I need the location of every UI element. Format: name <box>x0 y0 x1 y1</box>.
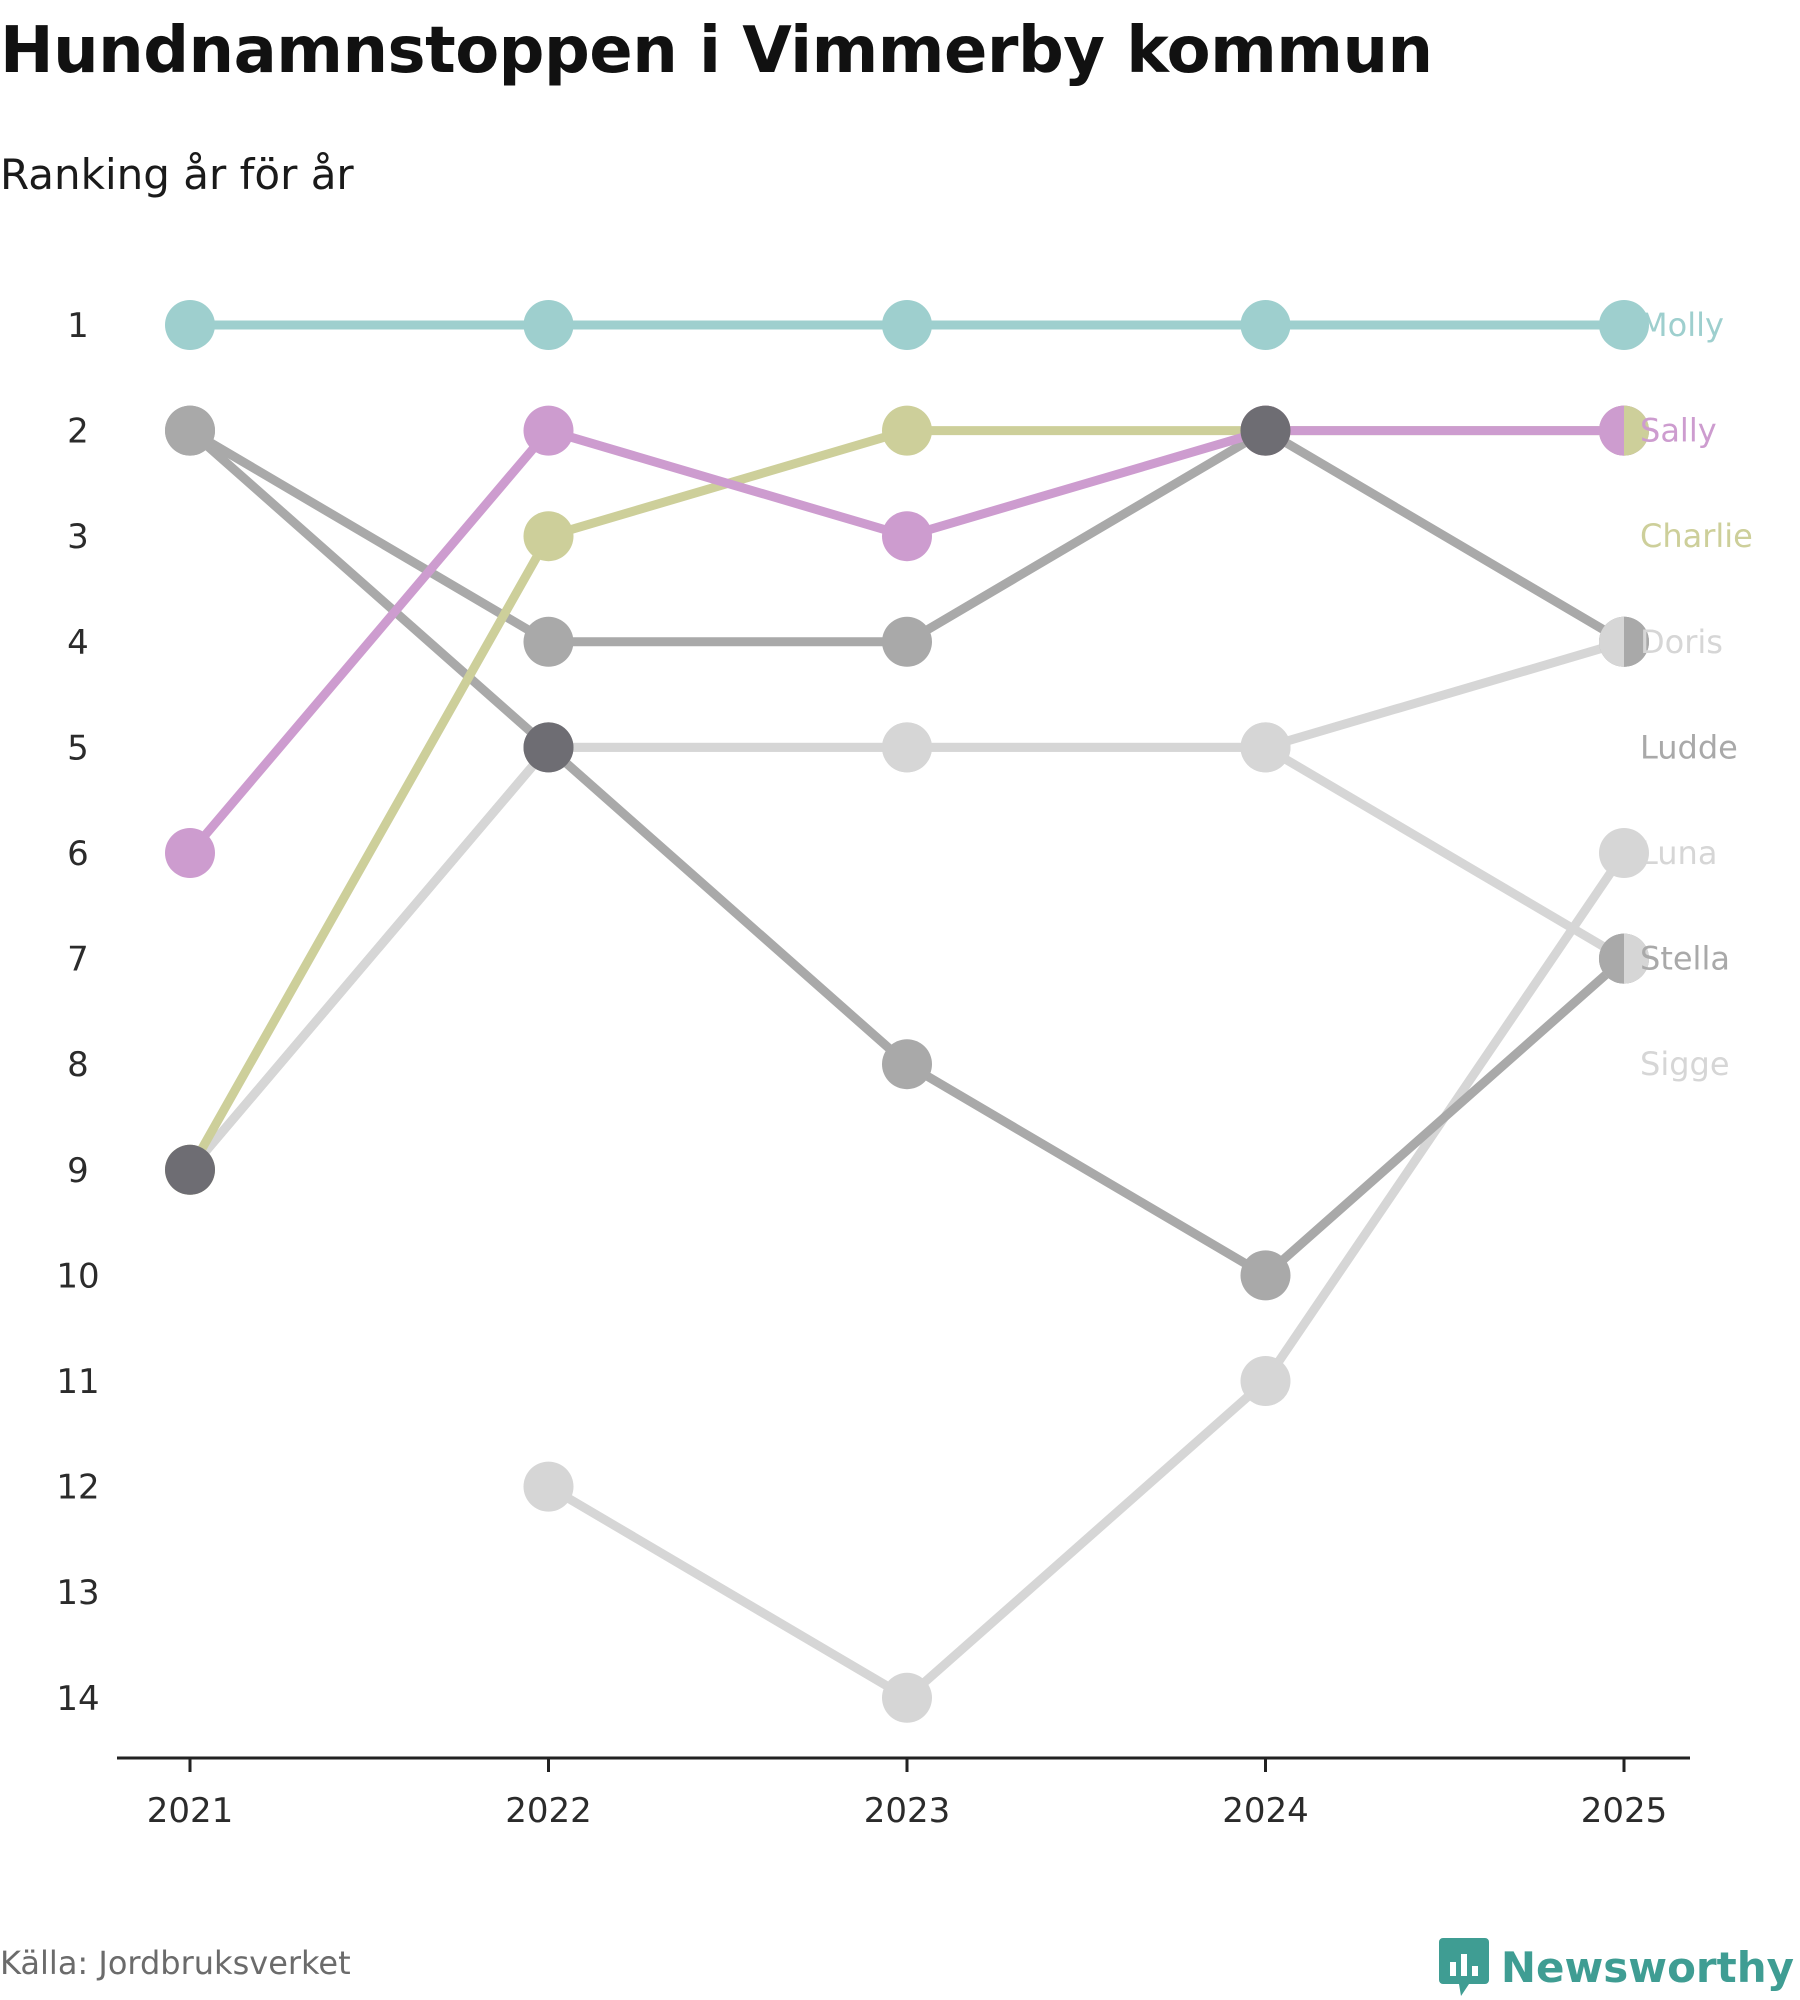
end-label-luna: Luna <box>1640 834 1717 872</box>
end-point-left-doris <box>1599 616 1624 667</box>
point-ludde-2021 <box>165 405 215 456</box>
y-tick-label: 9 <box>67 1151 89 1191</box>
point-molly-2024 <box>1240 300 1291 350</box>
end-point-left-stella <box>1599 933 1624 984</box>
x-tick-label: 2024 <box>1222 1791 1309 1831</box>
point-molly-2022 <box>523 300 574 350</box>
point-sally-2023 <box>882 511 932 562</box>
point-ludde-2023 <box>882 616 932 667</box>
end-label-molly: Molly <box>1640 306 1724 344</box>
brand-name: Newsworthy <box>1500 1942 1794 1992</box>
point-sally-2022 <box>523 405 574 456</box>
point-molly-2023 <box>882 300 932 350</box>
highlight-point-2022 <box>523 722 574 773</box>
point-stella-2024 <box>1240 1250 1291 1301</box>
end-point-right-charlie <box>1624 405 1649 456</box>
y-tick-label: 4 <box>67 623 89 663</box>
x-axis-ticks: 2021 2022 2023 2024 2025 <box>147 1758 1668 1831</box>
point-doris-2023 <box>882 722 932 773</box>
point-luna-2022 <box>523 1461 574 1512</box>
chart-title: Hundnamnstoppen i Vimmerby kommun <box>0 14 1433 88</box>
y-tick-label: 7 <box>67 940 89 980</box>
highlight-point-2024 <box>1240 405 1291 456</box>
y-tick-label: 10 <box>56 1256 99 1296</box>
point-molly-2021 <box>165 300 215 350</box>
y-tick-label: 12 <box>56 1468 99 1508</box>
point-luna-2023 <box>882 1672 932 1723</box>
x-tick-label: 2025 <box>1581 1791 1668 1831</box>
point-sally-2021 <box>165 828 215 878</box>
newsworthy-logo-icon <box>1438 1938 1489 1996</box>
x-tick-label: 2021 <box>147 1791 234 1831</box>
end-label-doris: Doris <box>1640 623 1723 661</box>
point-charlie-2022 <box>523 511 574 562</box>
series-line-sigge <box>185 742 1629 1175</box>
end-point-right-ludde <box>1624 616 1649 667</box>
x-tick-label: 2023 <box>864 1791 951 1831</box>
point-luna-2025 <box>1599 828 1649 878</box>
source-note: Källa: Jordbruksverket <box>0 1944 351 1982</box>
point-ludde-2022 <box>523 616 574 667</box>
series-end-labels: Molly Sally Charlie Doris Ludde Luna Stella Sig… <box>1640 306 1753 1083</box>
chart-subtitle: Ranking år för år <box>0 150 354 199</box>
y-tick-label: 14 <box>56 1679 99 1719</box>
end-point-right-sigge <box>1624 933 1649 984</box>
point-molly-2025 <box>1599 300 1649 350</box>
series-line-doris <box>185 637 1629 1175</box>
point-stella-2023 <box>882 1039 932 1090</box>
highlight-point-2021 <box>165 1144 215 1195</box>
series-dots <box>165 300 1649 1723</box>
point-luna-2024 <box>1240 1356 1291 1406</box>
y-tick-label: 6 <box>67 834 89 874</box>
brand[interactable]: Newsworthy <box>1438 1938 1794 1996</box>
y-tick-label: 2 <box>67 412 89 452</box>
end-label-stella: Stella <box>1640 940 1730 978</box>
point-doris-2024 <box>1240 722 1291 773</box>
y-tick-label: 3 <box>67 517 89 557</box>
point-charlie-2023 <box>882 405 932 456</box>
end-label-charlie: Charlie <box>1640 517 1753 555</box>
x-tick-label: 2022 <box>505 1791 592 1831</box>
end-label-ludde: Ludde <box>1640 728 1738 766</box>
y-tick-label: 11 <box>56 1362 99 1402</box>
y-tick-label: 1 <box>67 306 89 346</box>
end-label-sally: Sally <box>1640 412 1717 450</box>
end-label-sigge: Sigge <box>1640 1045 1730 1083</box>
y-tick-label: 8 <box>67 1045 89 1085</box>
end-point-left-sally <box>1599 405 1624 456</box>
series-line-luna <box>544 848 1629 1703</box>
y-tick-label: 5 <box>67 728 89 768</box>
y-tick-label: 13 <box>56 1573 99 1613</box>
